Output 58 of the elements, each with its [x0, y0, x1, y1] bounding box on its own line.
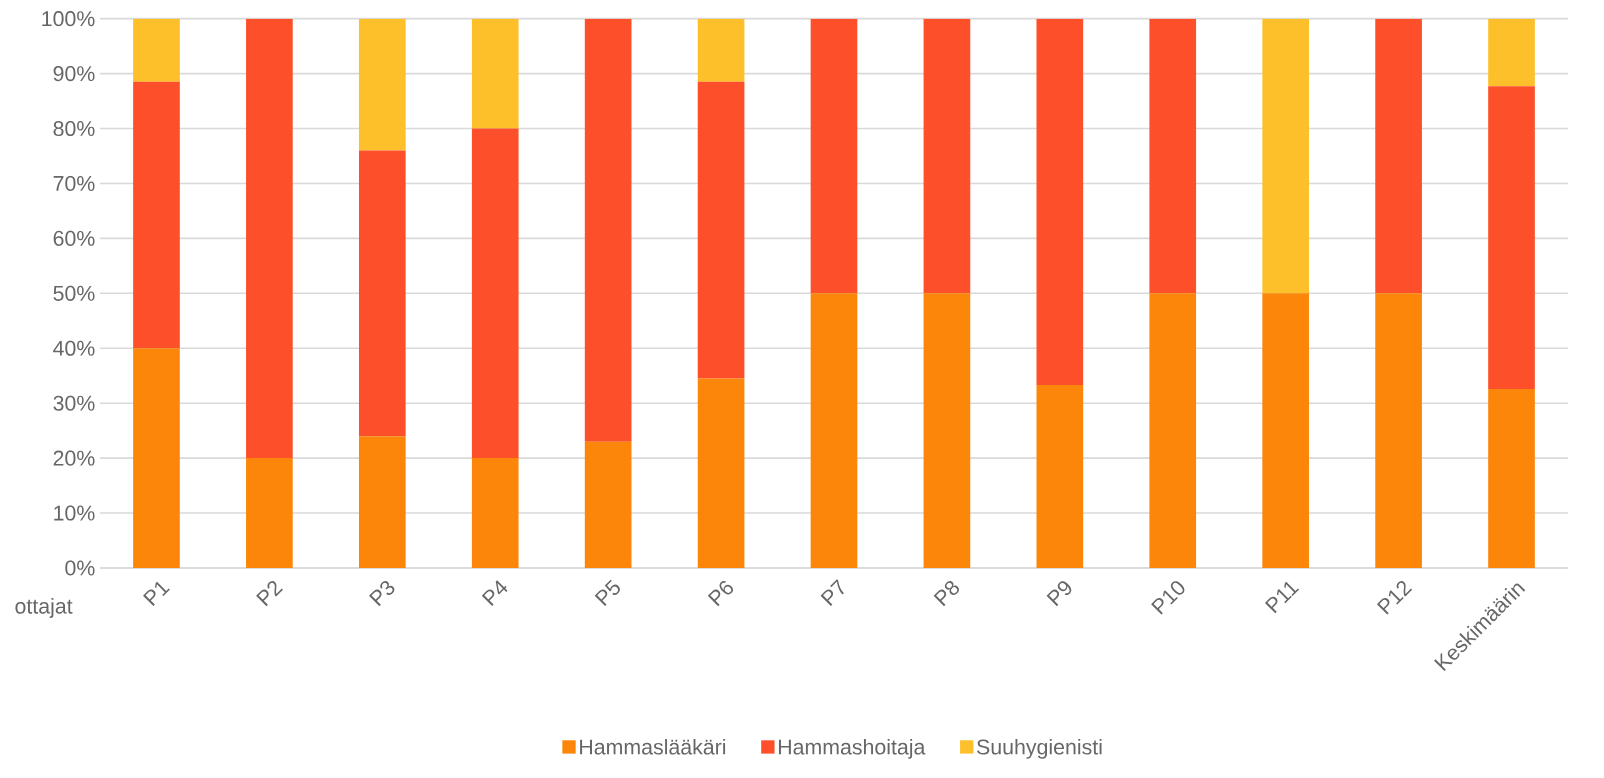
x-tick-label: P1	[143, 581, 170, 607]
y-tick-label: 30%	[53, 395, 95, 411]
bar	[471, 18, 519, 129]
bar	[697, 81, 745, 379]
y-tick-label: 10%	[54, 505, 95, 521]
bar	[1262, 18, 1310, 294]
legend-label: Hammaslääkäri	[580, 738, 726, 755]
x-tick-label: P10	[1151, 581, 1185, 615]
bar	[810, 18, 858, 294]
bar	[246, 458, 293, 568]
x-tick-label: P4	[481, 580, 508, 607]
x-tick-label: P7	[820, 579, 844, 607]
x-tick-label: P12	[1376, 580, 1413, 615]
bar	[810, 293, 858, 568]
bar	[358, 18, 406, 151]
x-tick-label: P11	[1264, 581, 1300, 614]
bar	[1375, 18, 1422, 294]
legend-label: Hammashoitaja	[778, 738, 926, 759]
y-tick-label: 20%	[53, 450, 95, 466]
bar	[1375, 293, 1422, 568]
bar	[584, 441, 632, 568]
bar	[1488, 86, 1535, 389]
bar	[1488, 388, 1535, 568]
x-tick-label: P5	[594, 579, 620, 607]
x-tick-label: P3	[369, 580, 395, 607]
bar	[1149, 18, 1197, 294]
legend-label: Suuhygienisti	[977, 738, 1102, 759]
bar	[133, 348, 180, 568]
x-tick-label: P8	[933, 580, 959, 607]
bar	[471, 458, 519, 568]
y-tick-label: 0%	[65, 560, 95, 576]
bar	[1036, 385, 1084, 568]
y-tick-label: 80%	[53, 120, 95, 137]
x-tick-label: P2	[256, 580, 283, 607]
x-axis-title: ottajat	[15, 598, 73, 618]
bar	[923, 293, 971, 568]
bar	[697, 378, 745, 568]
bar	[133, 18, 180, 82]
bar	[584, 18, 632, 442]
y-tick-label: 40%	[53, 340, 95, 356]
y-tick-label: 90%	[53, 66, 95, 82]
y-tick-label: 50%	[53, 285, 95, 301]
x-tick-label: P9	[1046, 581, 1072, 607]
bar	[133, 81, 180, 349]
bar	[358, 150, 406, 437]
bar	[1036, 18, 1084, 386]
bar	[1149, 293, 1197, 568]
bar	[1262, 293, 1310, 568]
y-tick-label: 60%	[53, 230, 95, 246]
bar	[246, 18, 293, 459]
x-tick-label: P6	[707, 580, 734, 607]
bar	[358, 436, 406, 568]
y-tick-label: 70%	[53, 175, 95, 192]
y-tick-label: 100%	[42, 11, 95, 27]
bar	[697, 18, 745, 82]
bar	[923, 18, 971, 294]
bar	[1488, 18, 1535, 87]
bar	[471, 128, 519, 459]
